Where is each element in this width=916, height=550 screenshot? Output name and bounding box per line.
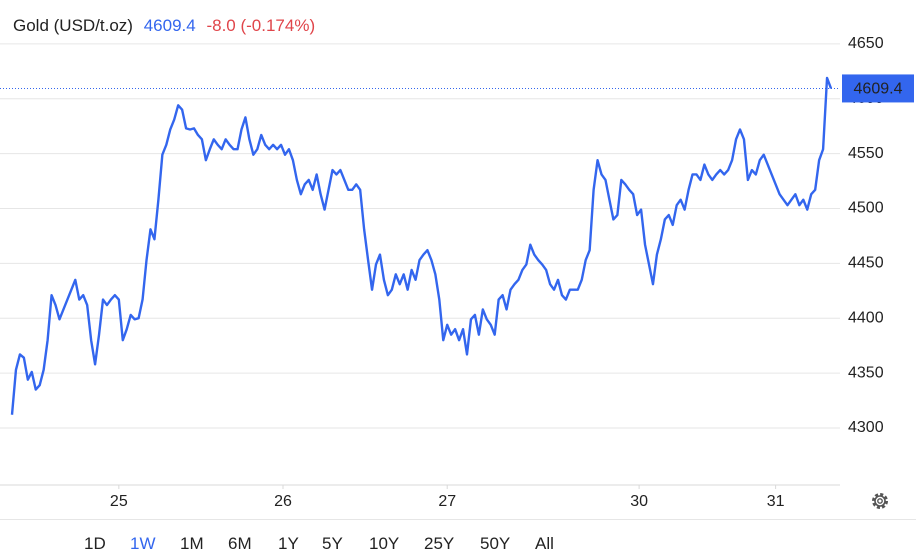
x-tick-label: 26 — [274, 493, 292, 510]
y-tick-label: 4400 — [848, 309, 884, 326]
range-button[interactable]: 5Y — [322, 534, 343, 550]
range-button[interactable]: 1D — [84, 534, 106, 550]
settings-icon[interactable] — [872, 493, 888, 509]
price-change: -8.0 (-0.174%) — [206, 16, 315, 35]
price-line — [10, 76, 833, 415]
range-button[interactable]: 25Y — [424, 534, 455, 550]
x-tick-label: 30 — [630, 493, 648, 510]
last-price-label: 4609.4 — [854, 81, 903, 98]
x-tick-label: 31 — [767, 493, 785, 510]
y-tick-label: 4450 — [848, 255, 884, 272]
chart: Gold (USD/t.oz) 4609.4 -8.0 (-0.174%) 43… — [0, 16, 914, 510]
y-tick-label: 4500 — [848, 200, 884, 217]
last-price-tag — [842, 74, 914, 103]
range-button[interactable]: All — [535, 534, 554, 550]
range-button[interactable]: 1W — [130, 534, 156, 550]
range-button[interactable]: 6M — [228, 534, 252, 550]
last-price: 4609.4 — [144, 16, 196, 35]
y-tick-label: 4300 — [848, 419, 884, 436]
chart-title: Gold (USD/t.oz) — [13, 16, 133, 35]
y-tick-label: 4350 — [848, 364, 884, 381]
header: Gold (USD/t.oz) 4609.4 -8.0 (-0.174%) — [13, 16, 315, 35]
range-button[interactable]: 50Y — [480, 534, 511, 550]
range-button[interactable]: 1M — [180, 534, 204, 550]
x-tick-label: 27 — [438, 493, 456, 510]
range-button[interactable]: 1Y — [278, 534, 299, 550]
range-button[interactable]: 10Y — [369, 534, 400, 550]
y-tick-label: 4650 — [848, 35, 884, 52]
y-tick-label: 4550 — [848, 145, 884, 162]
range-bar: 1D 1W 1M 6M 1Y 5Y 10Y 25Y 50Y All — [0, 519, 916, 550]
x-tick-label: 25 — [110, 493, 128, 510]
